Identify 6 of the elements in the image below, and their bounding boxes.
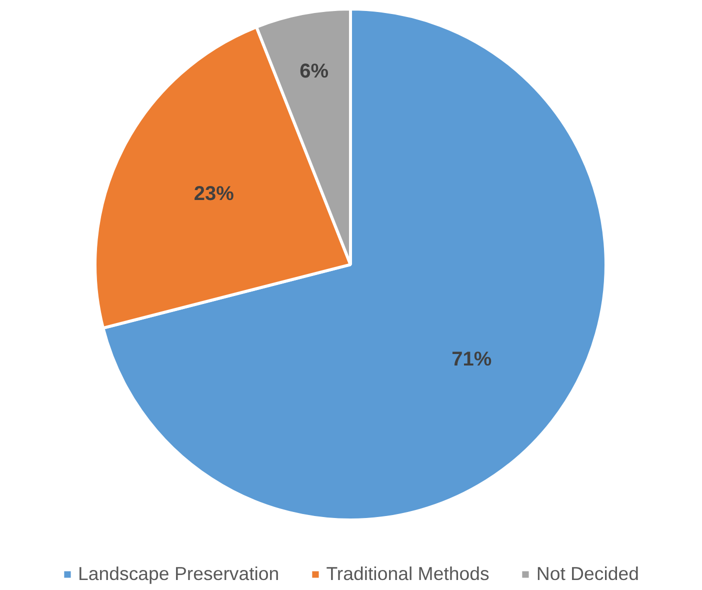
legend-label: Not Decided: [536, 563, 640, 585]
data-label: 71%: [452, 348, 492, 371]
data-label: 6%: [300, 60, 329, 82]
data-label: 23%: [194, 183, 234, 206]
legend-label: Traditional Methods: [326, 563, 490, 585]
legend-label: Landscape Preservation: [78, 563, 280, 585]
